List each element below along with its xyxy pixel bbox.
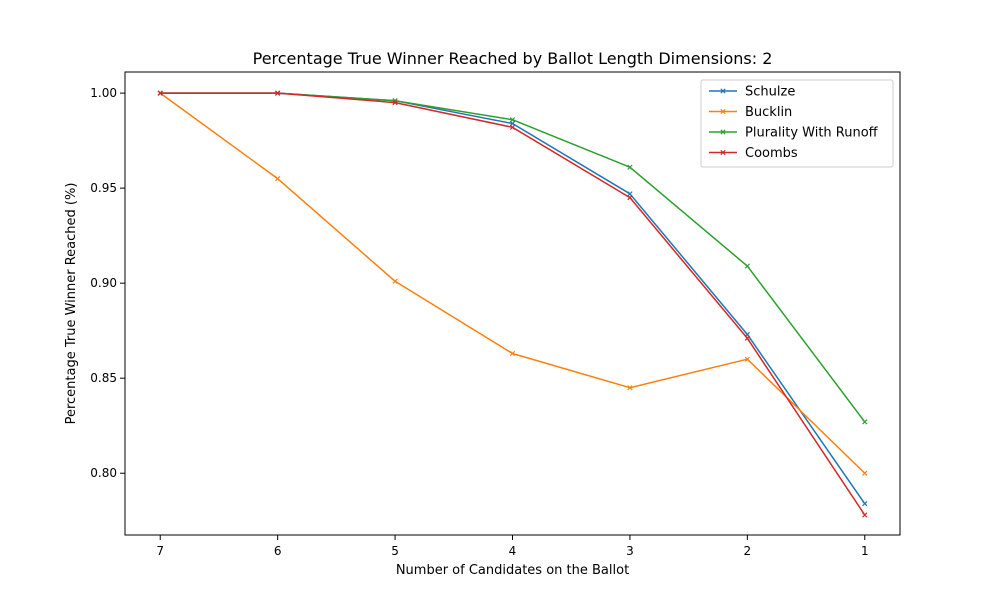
y-tick-label: 0.85	[90, 371, 117, 385]
y-tick-label: 0.80	[90, 466, 117, 480]
x-tick-label: 4	[509, 544, 517, 558]
legend-marker	[720, 88, 726, 94]
data-point	[744, 335, 750, 341]
data-point	[392, 99, 398, 106]
data-point	[509, 124, 516, 130]
x-tick-label: 3	[626, 544, 634, 558]
series-coombs	[157, 90, 868, 518]
data-point	[275, 176, 281, 182]
data-point	[862, 419, 868, 425]
y-axis: 0.80 0.85 0.90 0.95 1.00	[90, 86, 125, 480]
data-point	[627, 191, 633, 197]
data-point	[862, 470, 868, 476]
legend-label: Plurality With Runoff	[745, 126, 879, 141]
data-point	[509, 350, 516, 357]
x-tick-label: 7	[156, 544, 164, 558]
y-tick-label: 1.00	[90, 86, 117, 100]
legend-marker	[720, 149, 726, 156]
legend-label: Schulze	[745, 85, 795, 100]
y-tick-label: 0.90	[90, 276, 117, 290]
plot-area	[157, 90, 868, 518]
data-point	[157, 90, 163, 96]
y-tick-label: 0.95	[90, 181, 117, 195]
legend-marker	[720, 108, 726, 115]
data-point	[627, 195, 633, 201]
y-axis-label: Percentage True Winner Reached (%)	[64, 183, 79, 425]
legend-label: Bucklin	[745, 105, 792, 120]
data-point	[744, 263, 750, 269]
legend: Schulze Bucklin Plurality With Runoff Coomb…	[700, 79, 894, 168]
x-tick-label: 5	[391, 544, 399, 558]
data-point	[862, 501, 868, 507]
legend-marker	[720, 129, 726, 135]
data-point	[744, 356, 750, 362]
data-point	[627, 164, 633, 170]
legend-item: Plurality With Runoff	[709, 126, 879, 141]
legend-item: Bucklin	[709, 105, 792, 120]
legend-label: Coombs	[745, 146, 798, 161]
x-tick-label: 6	[274, 544, 282, 558]
data-point	[509, 117, 516, 123]
x-axis: 7 6 5 4 3 2 1	[156, 535, 869, 558]
data-point	[627, 385, 633, 391]
x-tick-label: 1	[861, 544, 869, 558]
chart-title: Percentage True Winner Reached by Ballot…	[253, 49, 773, 68]
data-point	[392, 278, 398, 284]
legend-item: Coombs	[709, 146, 798, 161]
legend-box	[700, 79, 894, 168]
x-axis-label: Number of Candidates on the Ballot	[396, 563, 629, 578]
legend-item: Schulze	[709, 85, 795, 100]
x-tick-label: 2	[744, 544, 752, 558]
data-point	[862, 512, 868, 518]
data-point	[275, 90, 281, 96]
data-point	[509, 120, 516, 127]
